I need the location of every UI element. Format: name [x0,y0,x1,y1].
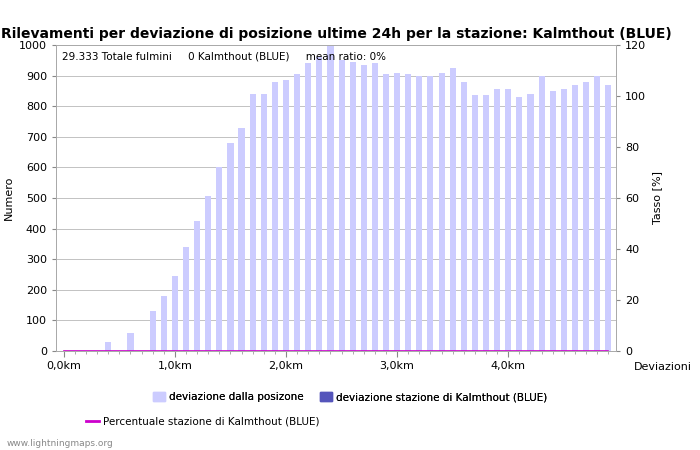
Bar [283,80,289,351]
Bar [239,128,244,351]
Bar [183,247,189,351]
Bar [394,72,400,351]
Bar [461,82,467,351]
Bar [561,90,567,351]
Bar [316,57,323,351]
Bar [428,76,433,351]
Bar [405,74,412,351]
Bar [161,296,167,351]
Bar [572,85,578,351]
Bar [606,85,611,351]
Bar [328,45,333,351]
Bar [472,95,478,351]
Bar [216,167,223,351]
Bar [449,68,456,351]
Bar [194,221,200,351]
Bar [228,143,234,351]
Text: 29.333 Totale fulmini     0 Kalmthout (BLUE)     mean ratio: 0%: 29.333 Totale fulmini 0 Kalmthout (BLUE)… [62,51,386,61]
Y-axis label: Numero: Numero [4,176,13,220]
Bar [127,333,134,351]
Legend: Percentuale stazione di Kalmthout (BLUE): Percentuale stazione di Kalmthout (BLUE) [86,417,320,427]
Bar [594,76,600,351]
Bar [538,76,545,351]
Bar [150,311,155,351]
Text: Deviazioni: Deviazioni [634,362,692,372]
Bar [360,65,367,351]
Bar [172,276,178,351]
Bar [527,94,533,351]
Bar [105,342,111,351]
Bar [583,82,589,351]
Bar [550,91,556,351]
Bar [483,95,489,351]
Bar [294,74,300,351]
Bar [339,60,344,351]
Title: Rilevamenti per deviazione di posizione ultime 24h per la stazione: Kalmthout (B: Rilevamenti per deviazione di posizione … [1,27,671,41]
Bar [383,74,389,351]
Text: www.lightningmaps.org: www.lightningmaps.org [7,439,113,448]
Bar [416,76,422,351]
Bar [505,90,511,351]
Bar [272,82,278,351]
Bar [305,63,312,351]
Y-axis label: Tasso [%]: Tasso [%] [652,171,662,225]
Bar [517,97,522,351]
Bar [250,94,255,351]
Bar [372,63,378,351]
Bar [205,197,211,351]
Legend: deviazione dalla posizone, deviazione stazione di Kalmthout (BLUE): deviazione dalla posizone, deviazione st… [153,392,547,402]
Bar [494,90,500,351]
Bar [438,72,444,351]
Bar [260,94,267,351]
Bar [349,62,356,351]
